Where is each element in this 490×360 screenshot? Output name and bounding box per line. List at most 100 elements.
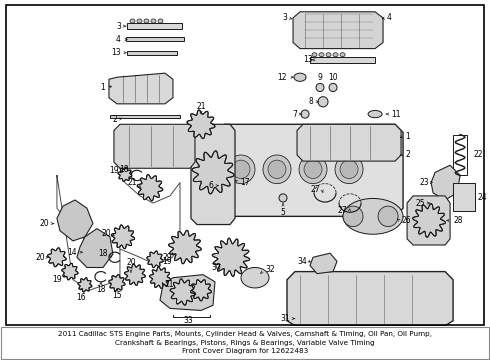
Text: 12: 12 [277,73,287,82]
Polygon shape [191,124,235,225]
Text: 2: 2 [405,150,410,159]
Polygon shape [149,267,171,288]
Circle shape [205,164,221,181]
Text: 20: 20 [101,229,111,238]
Ellipse shape [144,19,149,23]
Circle shape [82,282,88,288]
Circle shape [316,84,324,91]
Text: 19: 19 [162,257,171,266]
Text: 10: 10 [328,73,338,82]
Circle shape [118,232,128,242]
Text: 32: 32 [265,265,274,274]
Ellipse shape [319,53,324,57]
Bar [310,57,374,63]
Ellipse shape [312,53,317,57]
Text: 17: 17 [240,178,249,187]
Text: 20: 20 [39,219,49,228]
Text: 3: 3 [116,22,121,31]
Ellipse shape [333,53,338,57]
Bar [127,51,177,55]
Polygon shape [297,124,401,161]
Polygon shape [57,200,93,241]
Circle shape [343,206,363,226]
Text: 8: 8 [308,97,313,106]
Polygon shape [109,275,125,291]
Circle shape [196,285,205,294]
Bar [126,37,184,41]
Ellipse shape [151,19,156,23]
Polygon shape [212,238,250,276]
Text: 1: 1 [405,132,410,141]
Ellipse shape [219,183,227,189]
Polygon shape [147,251,163,267]
Circle shape [335,155,363,184]
Circle shape [299,155,327,184]
Text: 1: 1 [100,83,105,92]
Text: 31: 31 [280,314,290,323]
Text: 13: 13 [303,55,313,64]
Circle shape [177,287,189,298]
Circle shape [227,155,255,184]
Text: 15: 15 [112,291,122,300]
Circle shape [145,182,155,193]
Text: 27: 27 [310,185,320,194]
Bar [110,114,180,118]
Circle shape [178,240,192,254]
Text: 3: 3 [282,13,287,22]
Circle shape [130,270,140,279]
Text: 11: 11 [391,109,400,118]
Polygon shape [77,229,113,267]
Polygon shape [217,124,403,216]
Polygon shape [62,263,78,280]
Polygon shape [48,248,66,267]
Circle shape [155,273,165,282]
Circle shape [422,213,436,228]
Text: 22: 22 [473,150,483,159]
Bar [453,135,467,175]
Ellipse shape [368,111,382,118]
Text: 21: 21 [165,280,174,289]
Circle shape [279,194,287,202]
Polygon shape [431,165,460,200]
Text: 18: 18 [98,249,108,258]
Text: 20: 20 [35,253,45,262]
Polygon shape [192,151,234,194]
Circle shape [122,171,128,177]
Polygon shape [118,167,132,181]
Polygon shape [109,73,173,104]
Ellipse shape [158,19,163,23]
Circle shape [268,160,286,179]
Text: 19: 19 [52,275,62,284]
Text: 6: 6 [208,181,213,190]
Circle shape [223,249,239,265]
Circle shape [329,84,337,91]
Circle shape [340,160,358,179]
Polygon shape [160,275,215,310]
Text: 34: 34 [297,257,307,266]
Text: 26: 26 [401,216,411,225]
Polygon shape [111,225,135,249]
Polygon shape [407,196,450,245]
Polygon shape [78,278,92,292]
Circle shape [301,110,309,118]
Text: 23: 23 [419,178,429,187]
Circle shape [263,155,291,184]
Text: 4: 4 [116,35,121,44]
Polygon shape [169,230,201,264]
Ellipse shape [130,19,135,23]
Text: 9: 9 [318,73,322,82]
Text: 20: 20 [126,258,136,267]
Text: 19: 19 [109,166,119,175]
Text: 18: 18 [120,165,129,174]
Text: 30: 30 [211,263,221,272]
Text: 28: 28 [453,216,463,225]
Circle shape [204,163,222,181]
Text: 29: 29 [162,253,172,262]
Circle shape [232,160,250,179]
Circle shape [195,118,207,130]
Text: 2011 Cadillac STS Engine Parts, Mounts, Cylinder Head & Valves, Camshaft & Timin: 2011 Cadillac STS Engine Parts, Mounts, … [58,332,432,354]
Ellipse shape [241,267,269,288]
Text: 14: 14 [67,248,77,257]
Polygon shape [310,253,337,274]
Polygon shape [187,110,215,139]
